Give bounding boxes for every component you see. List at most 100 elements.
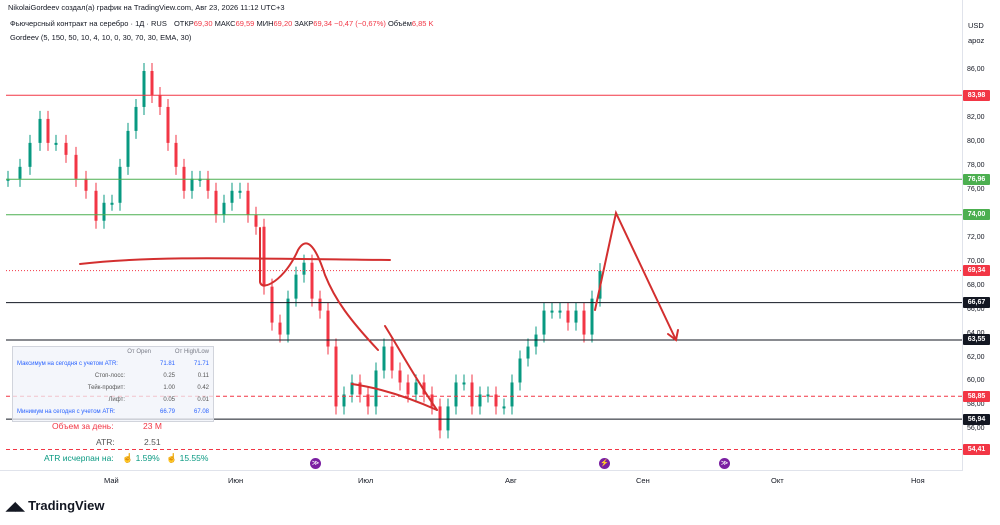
open-value: 69,30: [193, 19, 213, 28]
info-row-value-open: 71.81: [159, 361, 175, 367]
candle-body: [574, 310, 578, 323]
info-panel-row: Тейк-профит: 1.00 0.42: [13, 385, 213, 397]
price-tick-label: 86,00: [967, 66, 985, 73]
candle-body: [246, 190, 250, 215]
price-tick-label: 68,00: [967, 281, 985, 289]
event-marker-icon[interactable]: ≫: [719, 458, 730, 469]
candle-body: [118, 166, 122, 203]
candle-body: [6, 178, 10, 181]
tradingview-logo[interactable]: ◢◣ TradingView: [6, 498, 104, 513]
candle-body: [382, 346, 386, 371]
price-level-label: 69,34: [963, 265, 990, 277]
candle-body: [342, 394, 346, 407]
candle-body: [46, 118, 50, 143]
time-axis-label: Ноя: [911, 476, 925, 485]
atr-spent-label: ATR исчерпан на:: [44, 453, 114, 463]
price-tick-label: 60,00: [967, 377, 985, 385]
trend-drawing: [79, 257, 391, 265]
candle-body: [150, 71, 154, 95]
candle-body: [54, 142, 58, 145]
info-panel-row: Минимум на сегодня с учетом ATR: 66.79 67.…: [13, 409, 213, 421]
candle-body: [438, 406, 442, 431]
logo-text: TradingView: [28, 498, 105, 513]
info-panel-row: Стоп-лосс: 0.25 0.11: [13, 373, 213, 385]
candle-body: [94, 190, 98, 221]
candle-body: [278, 322, 282, 335]
price-level-label: 56,94: [963, 413, 990, 425]
high-value: 69,59: [235, 19, 255, 28]
open-label: ОТКР: [173, 19, 194, 28]
candle-body: [462, 382, 466, 385]
candle-body: [190, 178, 194, 191]
candle-body: [590, 298, 594, 335]
hand-icon: ☝: [166, 453, 178, 463]
low-label: МИН: [256, 19, 274, 28]
candle-body: [198, 178, 202, 181]
candle-body: [294, 274, 298, 299]
candle-body: [398, 370, 402, 383]
info-row-value-open: 1.00: [163, 385, 175, 391]
atr-spent-value-1: ☝ 1.59%: [122, 453, 160, 463]
candle-body: [510, 382, 514, 407]
hand-drawings: [79, 209, 679, 411]
candle-body: [174, 142, 178, 167]
candle-body: [534, 334, 538, 347]
horizontal-levels: [6, 94, 962, 450]
price-tick-label: 66,00: [967, 305, 985, 313]
col2-header: От High/Low: [174, 349, 209, 355]
candle-body: [102, 202, 106, 221]
candle-body: [74, 154, 78, 179]
candle-body: [254, 214, 258, 227]
price-level-label: 54,41: [963, 443, 990, 455]
candle-body: [214, 190, 218, 215]
atr-info-panel: От Open От High/Low Максимум на сегодня …: [12, 346, 214, 422]
price-tick-label: 82,00: [967, 113, 985, 121]
candle-body: [526, 346, 530, 359]
low-value: 69,20: [273, 19, 293, 28]
candle-body: [478, 394, 482, 407]
price-axis-border: [962, 0, 963, 471]
candle-body: [470, 382, 474, 407]
event-marker-icon[interactable]: ⚡: [599, 458, 610, 469]
info-row-value-hl: 0.01: [197, 397, 209, 403]
candle-body: [358, 382, 362, 395]
trend-drawing: [667, 329, 679, 342]
candle-body: [238, 190, 242, 193]
candle-body: [566, 310, 570, 323]
candle-body: [446, 406, 450, 431]
time-axis-label: Май: [104, 476, 119, 485]
volume-value: 6,85 K: [411, 19, 434, 28]
symbol-legend[interactable]: Фьючерсный контракт на серебро · 1Д · RU…: [10, 19, 434, 28]
currency-label[interactable]: USD: [968, 21, 984, 30]
price-chart[interactable]: [0, 0, 962, 470]
info-row-value-hl: 0.42: [197, 385, 209, 391]
price-tick-label: 64,00: [967, 329, 985, 337]
candle-body: [542, 310, 546, 335]
candle-body: [326, 310, 330, 347]
axis-mode-label[interactable]: apoz: [968, 36, 985, 45]
time-axis-label: Сен: [636, 476, 650, 485]
candle-body: [350, 382, 354, 395]
trend-drawing: [384, 325, 438, 411]
high-label: МАКС: [214, 19, 236, 28]
info-row-value-hl: 67.08: [193, 409, 209, 415]
info-row-value-hl: 0.11: [197, 373, 209, 379]
candle-body: [502, 406, 506, 409]
info-row-label: Тейк-профит:: [87, 385, 125, 391]
col1-header: От Open: [127, 349, 151, 355]
candle-body: [302, 262, 306, 275]
price-tick-label: 56,00: [967, 425, 985, 433]
price-level-label: 74,00: [963, 209, 990, 221]
candlestick-series: [6, 63, 602, 439]
indicator-legend[interactable]: Gordeev (5, 150, 50, 10, 4, 10, 0, 30, 7…: [10, 33, 192, 42]
candle-body: [134, 106, 138, 131]
candle-body: [334, 346, 338, 407]
candle-body: [262, 226, 266, 287]
info-row-value-hl: 71.71: [193, 361, 209, 367]
trend-drawing: [594, 209, 677, 341]
candle-body: [18, 166, 22, 179]
candle-body: [142, 71, 146, 107]
candle-body: [126, 130, 130, 167]
event-marker-icon[interactable]: ≫: [310, 458, 321, 469]
candle-body: [550, 310, 554, 313]
